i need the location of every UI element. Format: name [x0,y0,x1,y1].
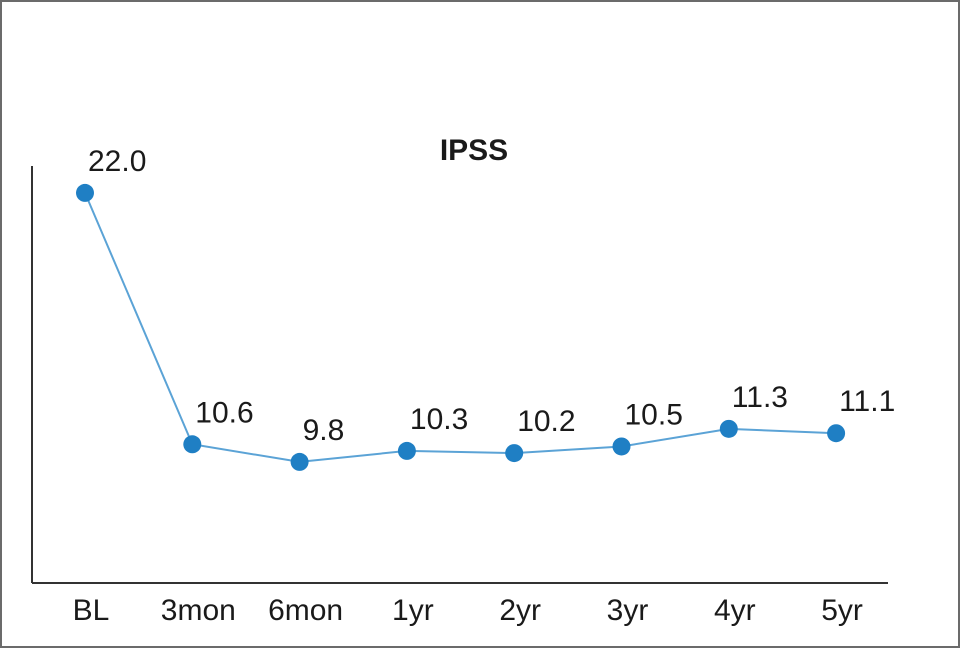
points-layer [76,183,846,471]
data-point-4yr [719,419,738,438]
x-tick-label-3yr: 3yr [607,594,649,627]
data-point-6mon [290,452,309,471]
data-label-5yr: 11.1 [839,385,895,418]
data-label-3mon: 10.6 [195,396,253,429]
data-label-2yr: 10.2 [517,405,575,438]
x-tick-labels-layer: BL 3mon 6mon 1yr 2yr 3yr 4yr 5yr [73,594,863,627]
x-tick-label-bl: BL [73,594,110,627]
data-label-6mon: 9.8 [303,414,345,447]
data-label-4yr: 11.3 [732,381,788,414]
data-point-1yr [397,441,416,460]
x-tick-label-4yr: 4yr [714,594,756,627]
data-point-3mon [183,435,202,454]
data-label-1yr: 10.3 [410,403,468,436]
data-point-bl [76,183,94,202]
chart-title: IPSS [440,134,508,167]
data-labels-layer: 22.0 10.6 9.8 10.3 10.2 10.5 11.3 11.1 [88,145,895,447]
data-point-5yr [827,424,846,443]
x-tick-label-1yr: 1yr [392,594,434,627]
series-line [84,192,837,463]
data-point-3yr [612,437,631,456]
data-label-bl: 22.0 [88,145,146,178]
data-point-2yr [505,444,524,463]
data-label-3yr: 10.5 [625,398,683,431]
x-tick-label-2yr: 2yr [499,594,541,627]
x-tick-label-5yr: 5yr [821,594,863,627]
series-line-layer [84,192,837,463]
x-tick-label-3mon: 3mon [161,594,236,627]
x-tick-label-6mon: 6mon [268,594,343,627]
